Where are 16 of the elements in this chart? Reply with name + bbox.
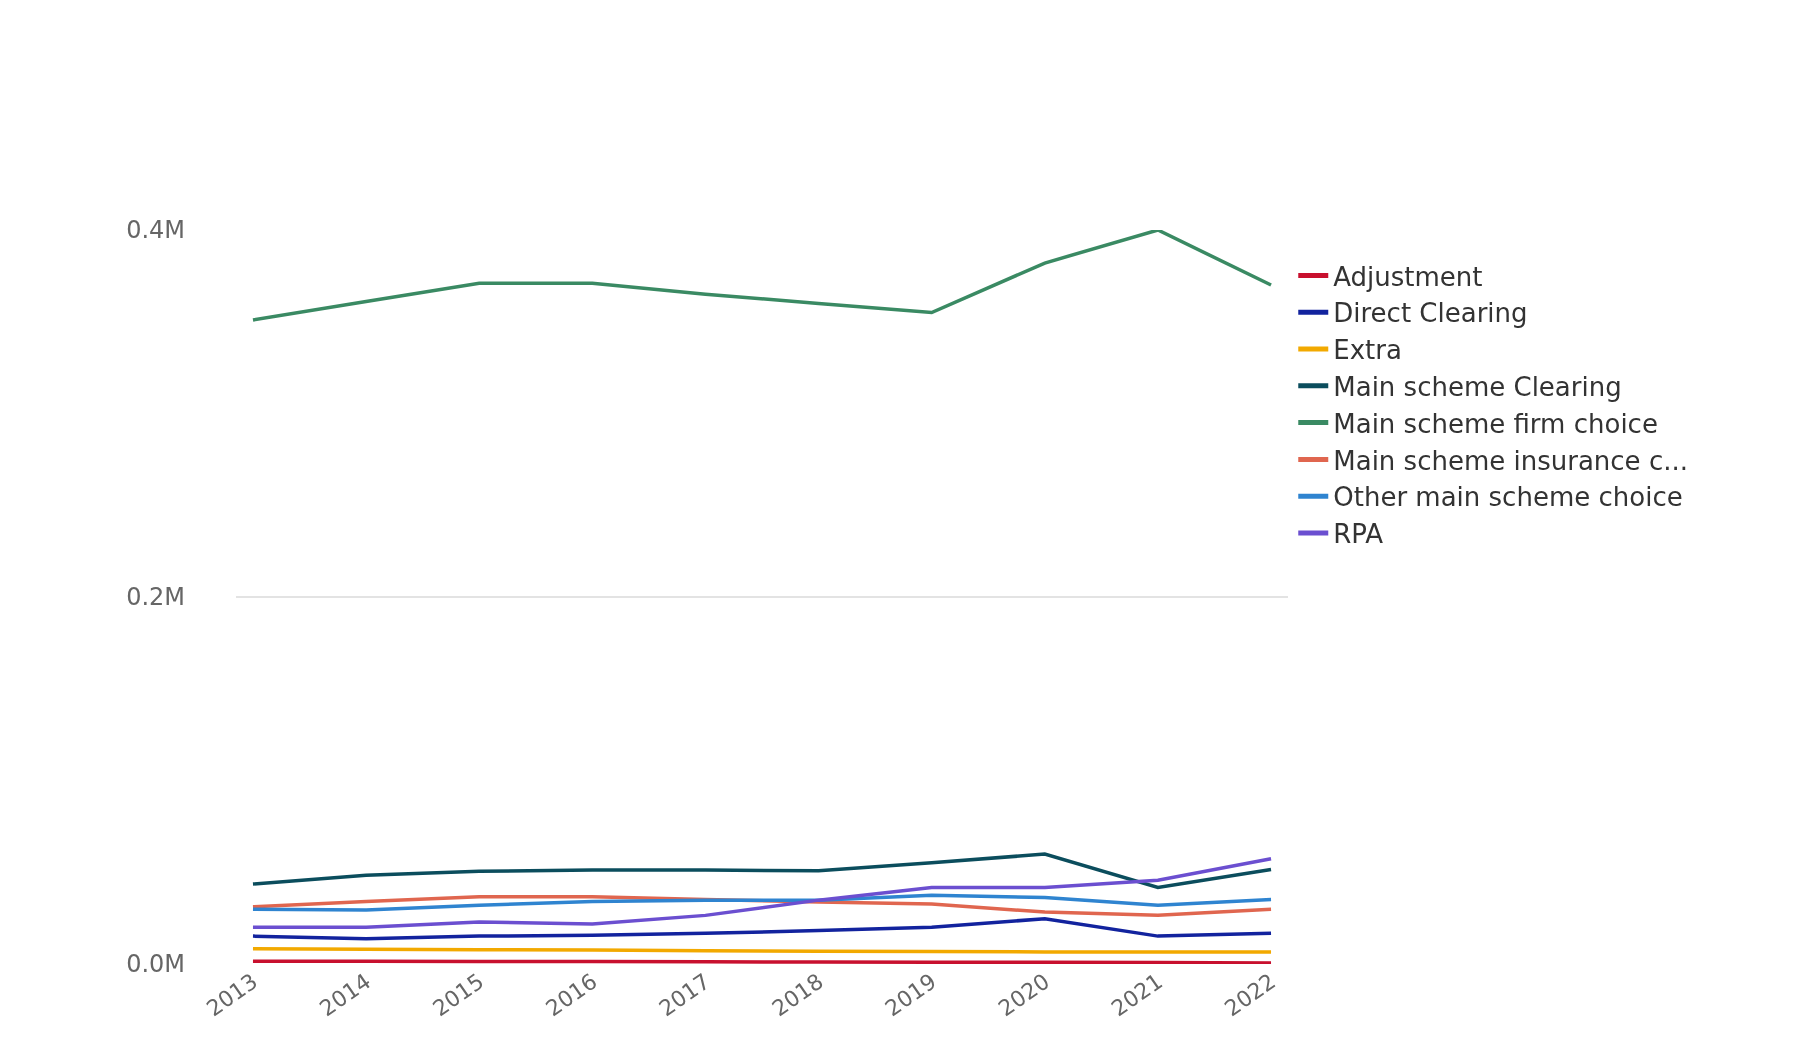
legend-label: Extra [1333,335,1402,366]
legend-label: Main scheme Clearing [1333,371,1622,402]
y-tick-label: 0.0M [126,950,185,979]
line-series [251,856,1273,930]
line-series [251,893,1273,912]
y-tick-label: 0.4M [126,216,185,245]
line-series [251,852,1273,890]
legend-label: Direct Clearing [1333,298,1528,329]
legend-label: Other main scheme choice [1333,482,1683,513]
legend-label: RPA [1333,519,1384,550]
line-series [251,916,1273,941]
legend-label: Main scheme firm choice [1333,408,1658,439]
legend-label: Main scheme insurance c... [1333,445,1688,476]
y-tick-label: 0.2M [126,583,185,612]
legend-label: Adjustment [1333,261,1483,292]
line-series [251,230,1273,322]
